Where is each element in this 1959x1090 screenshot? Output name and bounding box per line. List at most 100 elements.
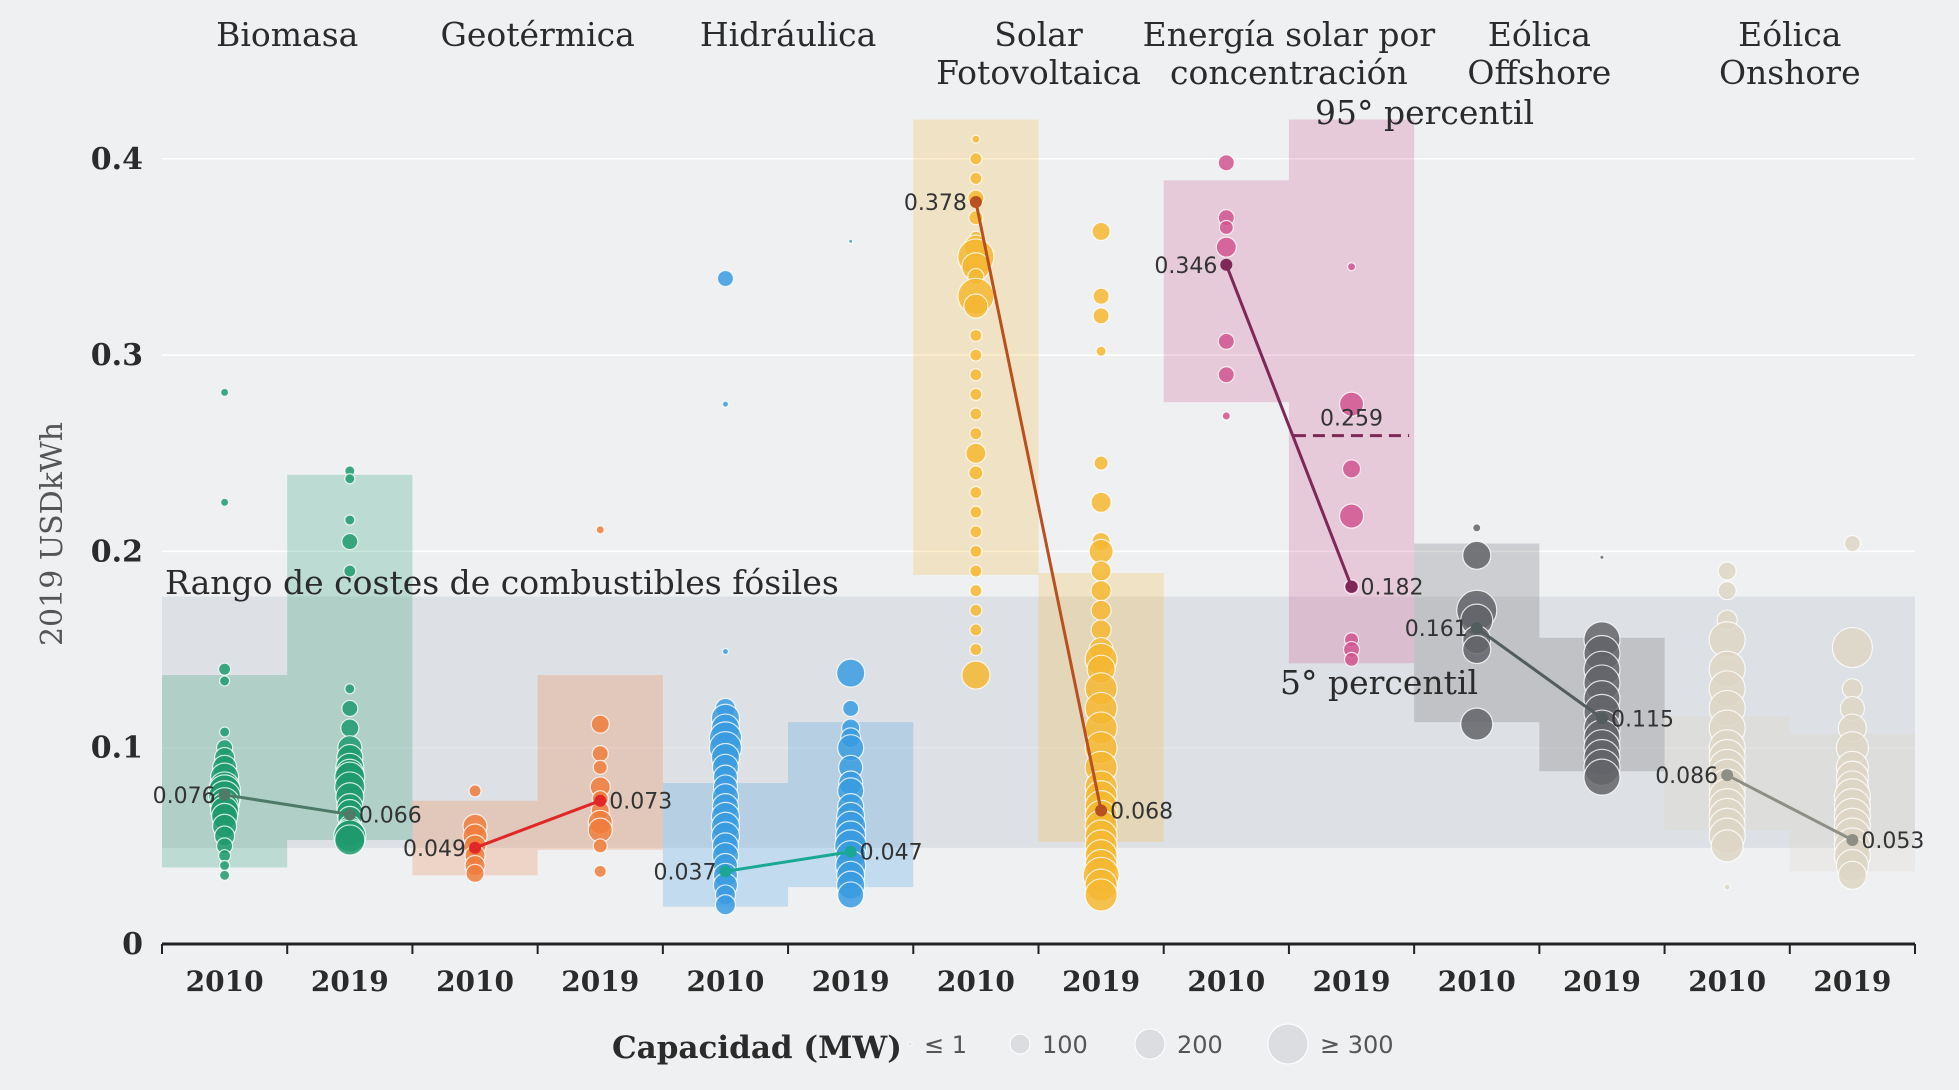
y-tick-label: 0.4 (91, 142, 143, 177)
average-point (218, 788, 231, 801)
average-point (594, 794, 607, 807)
bubble (1092, 307, 1110, 325)
bubble (1338, 391, 1365, 417)
legend-label: 200 (1177, 1031, 1223, 1059)
bubble (1093, 455, 1109, 471)
bubble (344, 514, 356, 526)
bubble (1090, 491, 1112, 513)
bubble (969, 407, 983, 421)
legend-label: ≤ 1 (924, 1031, 967, 1059)
category-label: Eólica (1488, 15, 1591, 54)
bubble (969, 427, 983, 441)
x-tick-label: 2019 (561, 965, 639, 998)
bubble (721, 647, 730, 656)
x-tick-label: 2019 (311, 965, 389, 998)
average-point (1721, 769, 1734, 782)
bubble (340, 718, 360, 738)
bubble (344, 473, 356, 485)
category-label: Geotérmica (440, 15, 634, 54)
x-tick-label: 2010 (436, 965, 514, 998)
average-value-label: 0.068 (1110, 800, 1173, 825)
average-point (1595, 712, 1608, 725)
dashed-reference-label: 0.259 (1320, 407, 1383, 432)
category-label: Eólica (1738, 15, 1841, 54)
average-value-label: 0.053 (1861, 829, 1924, 854)
bubble (969, 368, 983, 382)
average-point (1345, 580, 1358, 593)
x-tick-label: 2019 (1813, 965, 1891, 998)
bubble (1217, 366, 1235, 384)
bubble (1090, 580, 1112, 602)
bubble (591, 744, 609, 763)
legend-bubble (907, 1041, 913, 1047)
x-tick-label: 2019 (1062, 965, 1140, 998)
legend-label: 100 (1042, 1031, 1088, 1059)
bubble (341, 699, 359, 718)
average-value-label: 0.049 (403, 837, 466, 862)
category-labels: Biomasa Geotérmica Hidráulica SolarFotovolt… (216, 15, 1861, 92)
bubble (1088, 538, 1114, 565)
average-line (725, 850, 851, 873)
average-line (224, 793, 351, 816)
average-value-label: 0.076 (153, 784, 216, 809)
bubble (1092, 287, 1110, 305)
bubble (1338, 503, 1365, 529)
bubble (969, 387, 983, 401)
category-label: Fotovoltaica (936, 53, 1141, 92)
p95-annotation: 95° percentil (1315, 93, 1534, 132)
x-axis: 2010 2019 2010 2019 2010 2019 2010 2019 2010 2019… (161, 942, 1916, 998)
x-tick-label: 2010 (1438, 965, 1516, 998)
x-tick-label: 2019 (1313, 965, 1391, 998)
bubble (1460, 707, 1494, 741)
bubble (1841, 678, 1863, 700)
bubble (593, 864, 607, 878)
bubble (592, 838, 608, 854)
average-value-label: 0.346 (1154, 254, 1217, 279)
bubble (1084, 878, 1118, 912)
bubble (1346, 262, 1357, 272)
category-label: Biomasa (216, 15, 358, 54)
category-label: concentración (1170, 53, 1408, 92)
average-point (1220, 258, 1233, 271)
bubble (965, 442, 987, 464)
average-value-label: 0.073 (609, 790, 672, 815)
legend-label: ≥ 300 (1320, 1031, 1394, 1059)
p5-annotation: 5° percentil (1280, 663, 1478, 702)
bubble (219, 726, 231, 738)
category-label: Hidráulica (700, 15, 876, 54)
average-value-label: 0.037 (653, 860, 716, 885)
bubble (1837, 860, 1867, 890)
bubble (969, 564, 983, 578)
x-tick-label: 2019 (1563, 965, 1641, 998)
category-label: Onshore (1719, 53, 1861, 92)
average-value-label: 0.161 (1405, 617, 1468, 642)
bubble (969, 348, 983, 362)
bubble (969, 544, 983, 559)
bubble (1583, 758, 1621, 796)
bubble (969, 584, 983, 598)
bubble (1221, 411, 1231, 421)
legend-bubble (1009, 1033, 1031, 1055)
bubble (1462, 634, 1492, 665)
average-value-label: 0.115 (1611, 707, 1674, 732)
average-line (1726, 773, 1854, 842)
bubble (1710, 829, 1744, 863)
y-axis-label: 2019 USDkWh (35, 422, 70, 646)
x-tick-label: 2010 (1688, 965, 1766, 998)
bubble (716, 269, 735, 288)
bubble (1217, 332, 1235, 350)
legend-title: Capacidad (MW) (612, 1030, 902, 1066)
bubble (1341, 459, 1362, 479)
bubble (219, 859, 231, 872)
y-tick-label: 0 (122, 927, 143, 962)
bubble (848, 238, 854, 244)
bubble (1343, 651, 1360, 667)
x-tick-label: 2010 (937, 965, 1015, 998)
bubble (1090, 560, 1112, 582)
bubble (969, 171, 983, 186)
average-point (844, 845, 857, 858)
bubble (218, 662, 232, 676)
bubble (1217, 154, 1235, 172)
legend-bubble (1134, 1028, 1166, 1060)
bubble (465, 863, 485, 883)
